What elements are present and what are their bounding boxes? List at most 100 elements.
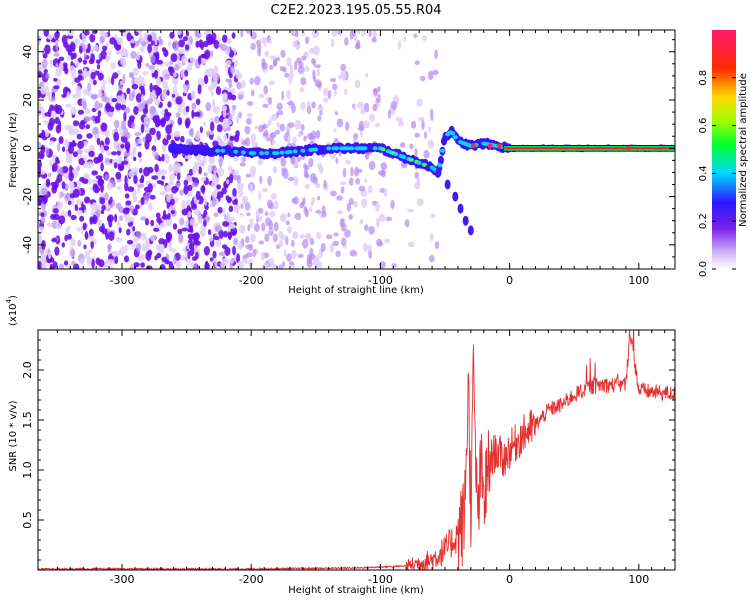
noise-cell (335, 250, 341, 258)
noise-cell (168, 261, 174, 269)
noise-cell (317, 115, 322, 122)
noise-cell (421, 120, 425, 130)
noise-cell (177, 117, 183, 126)
noise-cell (414, 60, 420, 66)
noise-cell (272, 233, 278, 243)
noise-cell (79, 45, 83, 54)
noise-cell (43, 69, 48, 74)
noise-cell (199, 126, 203, 134)
noise-cell (172, 41, 179, 51)
noise-cell (200, 57, 206, 66)
noise-cell (237, 241, 243, 250)
noise-cell (143, 116, 151, 125)
noise-cell (306, 254, 311, 264)
noise-cell (84, 148, 90, 154)
noise-cell (236, 81, 242, 90)
noise-cell (353, 104, 357, 111)
noise-cell (235, 72, 243, 80)
noise-cell (71, 198, 75, 206)
noise-cell (305, 232, 312, 242)
noise-cell (39, 226, 44, 234)
noise-cell (83, 196, 91, 204)
noise-cell (127, 186, 135, 192)
noise-cell (207, 164, 213, 174)
noise-cell (340, 63, 347, 72)
noise-cell (230, 94, 237, 101)
noise-cell (134, 204, 140, 210)
noise-cell (119, 215, 123, 222)
noise-cell (48, 251, 52, 260)
noise-cell (77, 57, 83, 63)
noise-cell (203, 74, 209, 85)
noise-cell (38, 36, 42, 42)
noise-cell (111, 97, 118, 103)
noise-cell (105, 54, 109, 63)
noise-cell (273, 200, 279, 210)
noise-cell (211, 98, 216, 108)
noise-cell (349, 249, 357, 257)
noise-cell (250, 42, 256, 51)
noise-cell (240, 203, 244, 209)
noise-cell (346, 202, 352, 212)
noise-cell (400, 142, 406, 148)
noise-cell (230, 226, 238, 236)
noise-cell (91, 178, 98, 184)
noise-cell (252, 248, 257, 258)
noise-cell (287, 225, 293, 234)
noise-cell (207, 229, 212, 236)
noise-cell (120, 57, 127, 66)
noise-cell (47, 35, 54, 40)
noise-cell (203, 172, 208, 177)
noise-cell (119, 30, 126, 33)
noise-cell (410, 120, 417, 129)
noise-cell (71, 260, 76, 266)
noise-cell (309, 47, 315, 55)
noise-cell (122, 160, 129, 165)
noise-cell (147, 183, 153, 193)
noise-cell (63, 138, 70, 148)
noise-cell (137, 60, 142, 69)
noise-cell (54, 246, 60, 256)
noise-cell (133, 106, 139, 115)
noise-cell (169, 31, 175, 39)
noise-cell (332, 240, 340, 246)
noise-cell (162, 137, 169, 146)
noise-cell (164, 73, 170, 80)
noise-cell (131, 122, 136, 130)
noise-cell (427, 139, 435, 149)
noise-cell (247, 224, 251, 232)
noise-cell (224, 246, 231, 256)
noise-cell (276, 102, 283, 111)
noise-cell (249, 218, 254, 228)
noise-cell (316, 82, 323, 88)
noise-cell (46, 222, 53, 228)
noise-cell (236, 253, 241, 264)
noise-cell (183, 179, 189, 187)
noise-cell (366, 244, 372, 252)
noise-cell (293, 176, 299, 187)
noise-cell (192, 256, 198, 261)
noise-cell (139, 167, 143, 174)
peak-cell (496, 143, 502, 149)
noise-cell (197, 214, 203, 224)
signal-core (264, 151, 270, 156)
noise-cell (221, 244, 228, 249)
noise-cell (361, 198, 368, 208)
noise-cell (190, 127, 194, 138)
noise-cell (208, 236, 214, 242)
noise-cell (357, 126, 365, 132)
noise-cell (281, 261, 286, 268)
noise-cell (423, 131, 428, 139)
signal-core (362, 146, 368, 151)
noise-cell (261, 62, 268, 70)
noise-cell (100, 122, 108, 132)
noise-cell (241, 80, 246, 89)
noise-cell (104, 96, 110, 103)
noise-cell (164, 61, 171, 67)
noise-cell (260, 251, 265, 261)
noise-cell (121, 120, 127, 130)
noise-cell (395, 117, 403, 122)
noise-cell (148, 65, 155, 70)
noise-cell (218, 251, 226, 257)
noise-cell (88, 144, 95, 153)
